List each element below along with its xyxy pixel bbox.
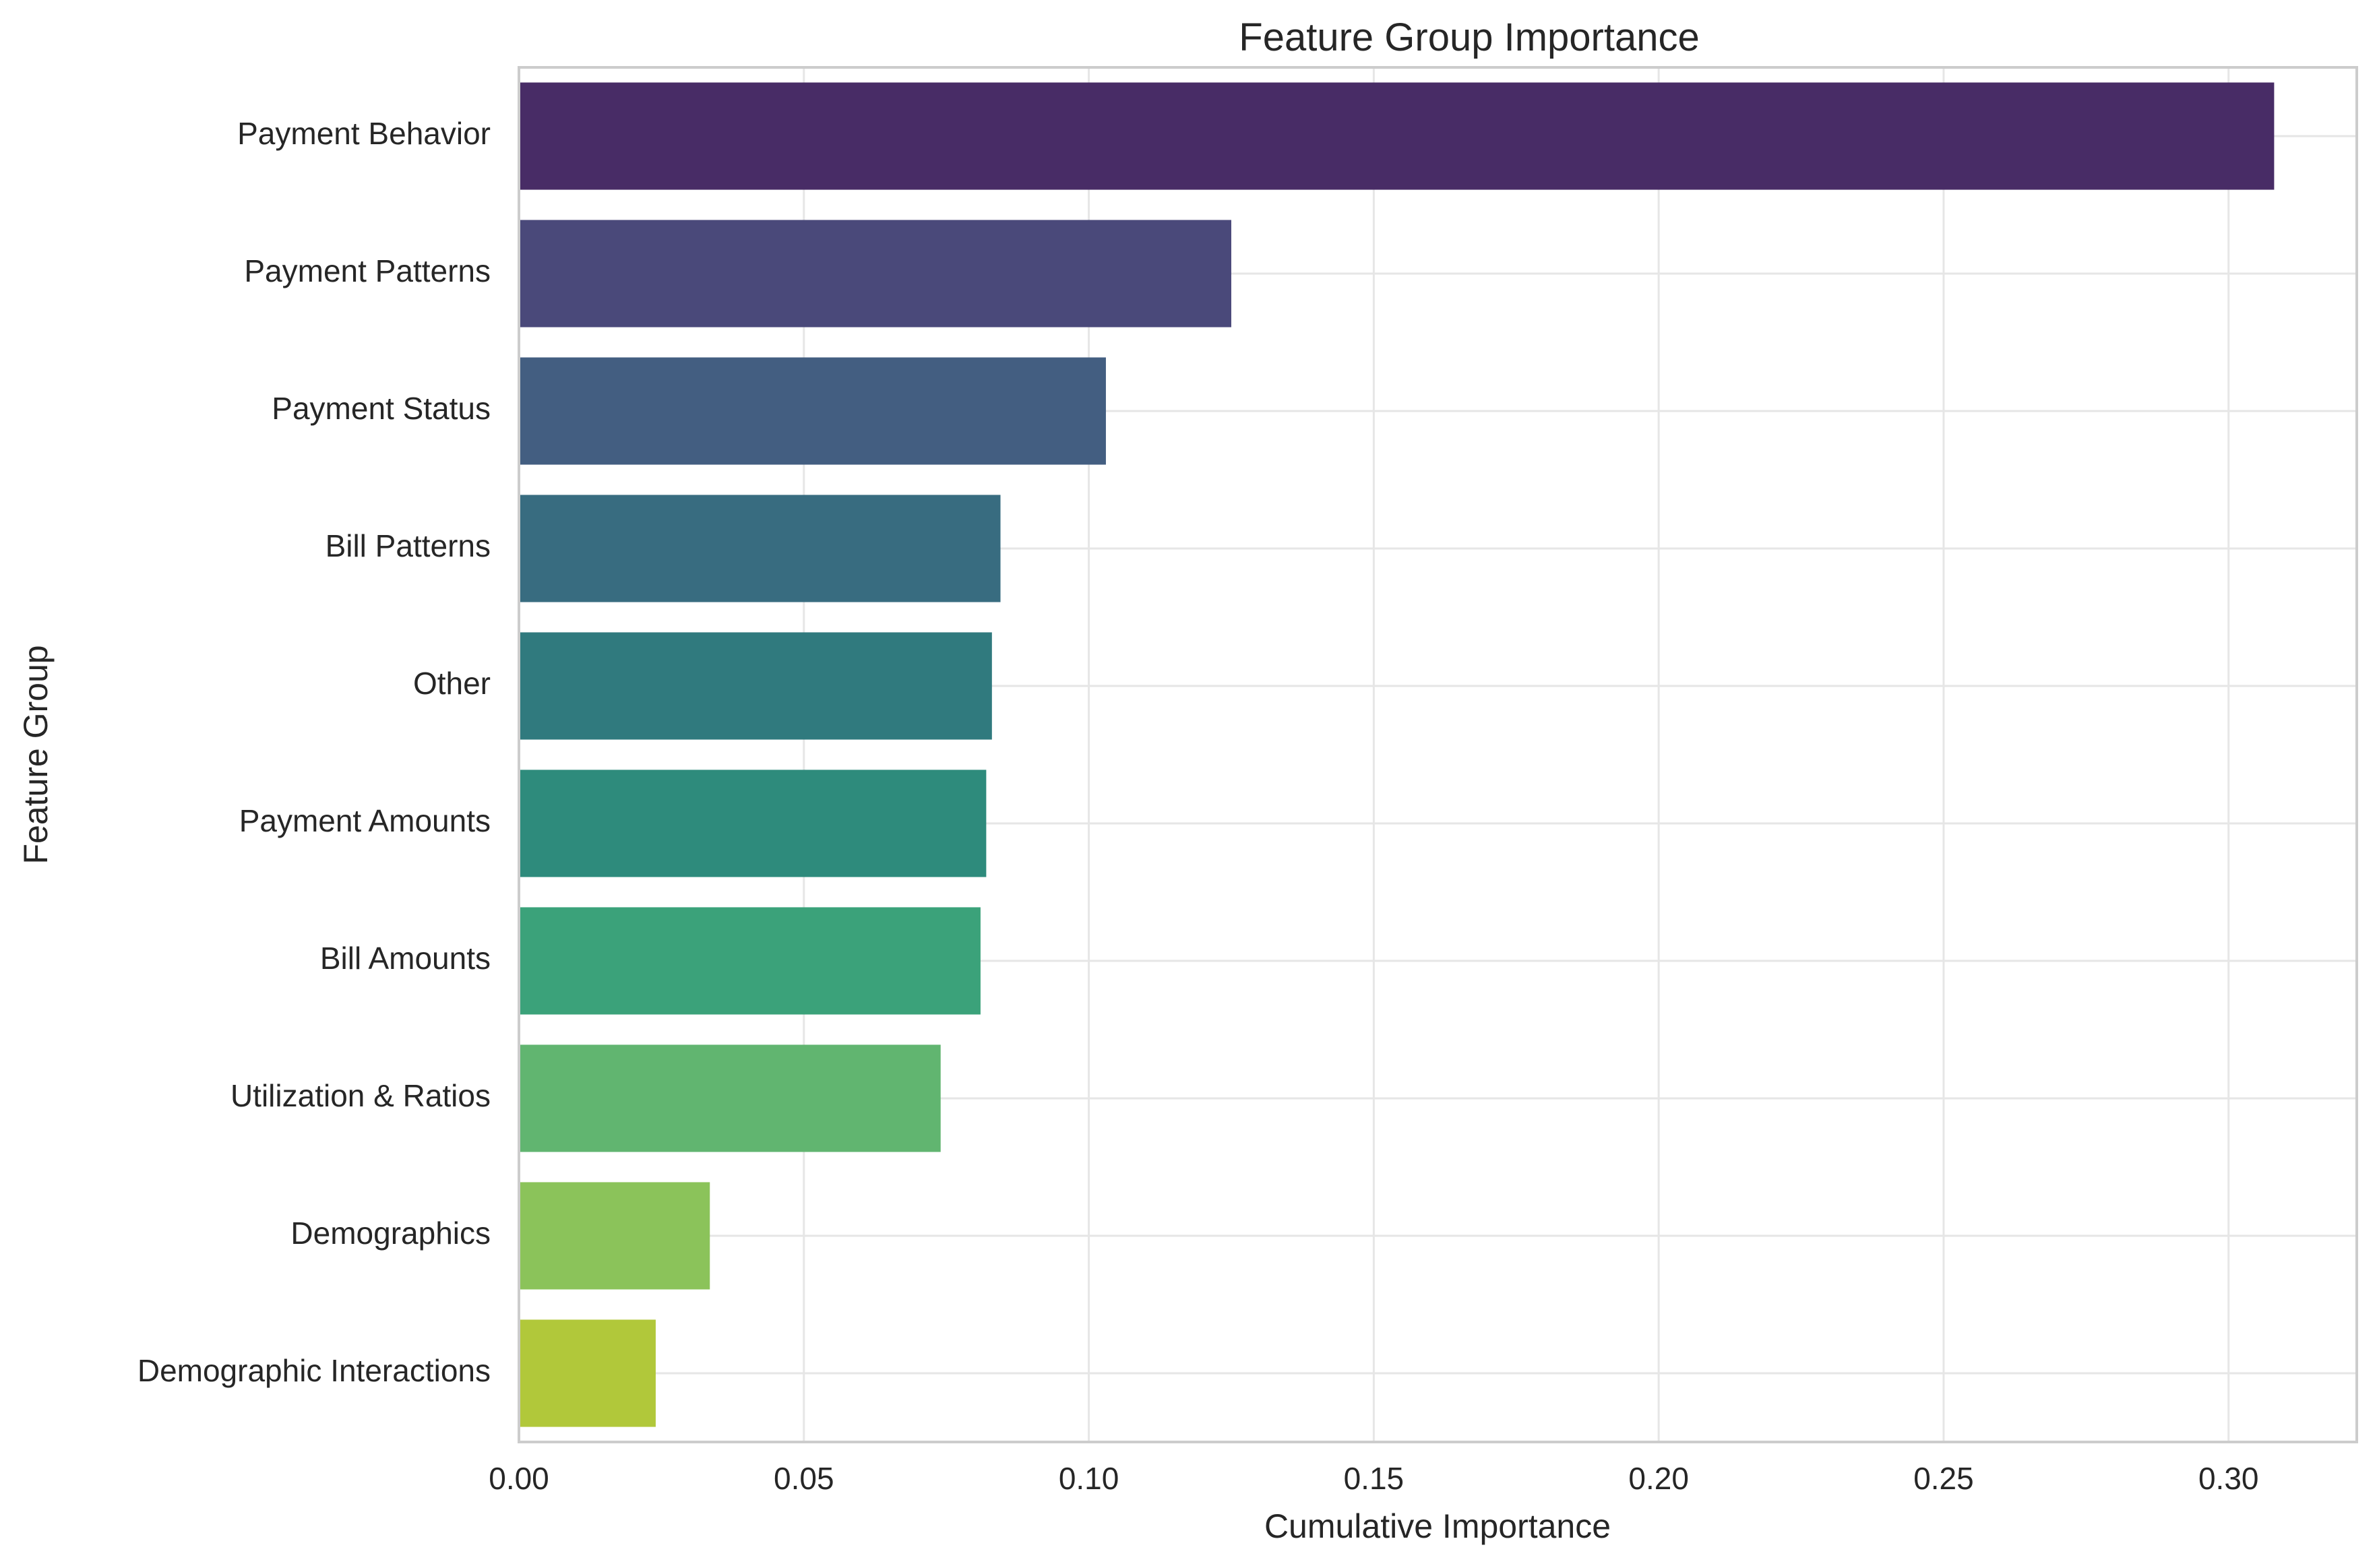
y-tick-label: Payment Patterns <box>244 253 491 288</box>
x-tick-label: 0.20 <box>1628 1461 1689 1496</box>
x-tick-labels: 0.00 0.05 0.10 0.15 0.20 0.25 0.30 <box>489 1461 2258 1496</box>
y-tick-labels: Payment Behavior Payment Patterns Payment … <box>137 116 491 1388</box>
y-tick-label: Payment Amounts <box>239 803 491 838</box>
bar <box>519 495 1001 602</box>
y-tick-label: Demographics <box>290 1216 491 1251</box>
chart-title: Feature Group Importance <box>1239 15 1699 59</box>
x-tick-label: 0.15 <box>1344 1461 1404 1496</box>
bar <box>519 632 992 740</box>
x-tick-label: 0.05 <box>774 1461 834 1496</box>
y-tick-label: Other <box>413 666 491 701</box>
bars <box>519 82 2275 1427</box>
plot-frame <box>518 66 2358 1443</box>
x-tick-label: 0.10 <box>1059 1461 1119 1496</box>
x-tick-label: 0.30 <box>2198 1461 2259 1496</box>
y-tick-label: Bill Patterns <box>326 528 491 563</box>
bar <box>519 907 981 1015</box>
bar <box>519 770 987 877</box>
y-tick-label: Demographic Interactions <box>137 1353 491 1388</box>
y-tick-label: Payment Behavior <box>237 116 491 151</box>
x-axis-label: Cumulative Importance <box>1264 1507 1611 1545</box>
x-tick-label: 0.25 <box>1913 1461 1974 1496</box>
bar <box>519 1044 941 1152</box>
bar <box>519 82 2275 190</box>
y-tick-label: Payment Status <box>272 391 491 426</box>
y-tick-label: Bill Amounts <box>320 941 491 976</box>
x-tick-label: 0.00 <box>489 1461 549 1496</box>
y-axis-label: Feature Group <box>17 645 55 864</box>
y-tick-label: Utilization & Ratios <box>230 1078 491 1113</box>
bar <box>519 220 1231 327</box>
bar <box>519 357 1106 465</box>
bar <box>519 1182 710 1290</box>
bar <box>519 1319 656 1427</box>
